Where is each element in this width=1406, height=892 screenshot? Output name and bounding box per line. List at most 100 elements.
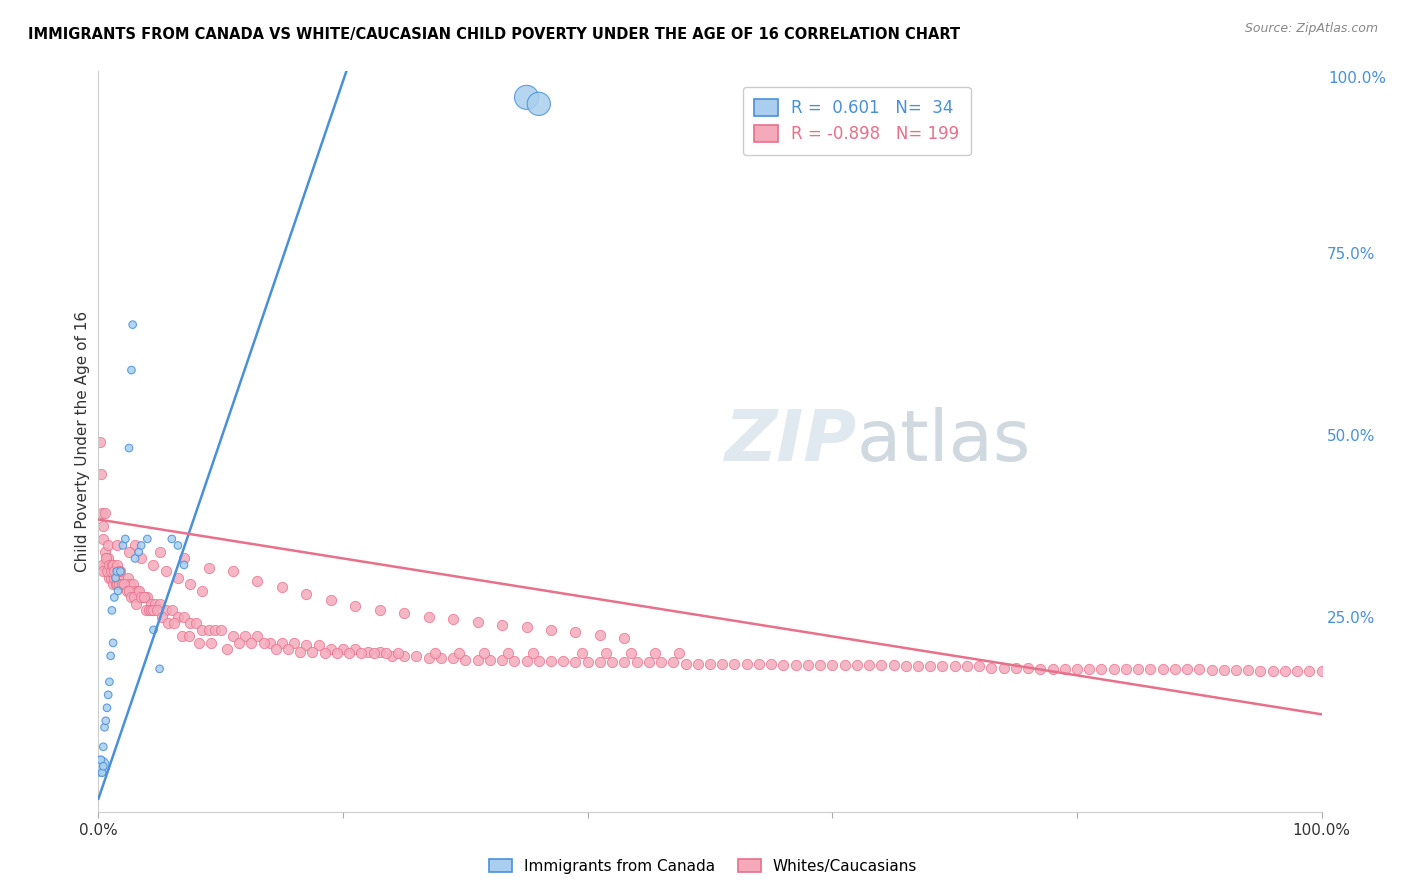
Point <box>150 610 173 624</box>
Point <box>1249 665 1271 679</box>
Point <box>124 583 146 598</box>
Point <box>540 623 562 637</box>
Point <box>1237 663 1260 677</box>
Point <box>142 603 165 617</box>
Point <box>735 657 758 671</box>
Point <box>1128 662 1150 676</box>
Point <box>111 577 134 591</box>
Point <box>173 551 195 566</box>
Point <box>96 565 118 579</box>
Point <box>337 646 360 660</box>
Point <box>264 642 287 657</box>
Point <box>110 565 132 579</box>
Point <box>179 616 201 631</box>
Point <box>101 558 124 572</box>
Point <box>246 629 269 643</box>
Point <box>644 646 666 660</box>
Point <box>240 636 263 650</box>
Point <box>252 636 274 650</box>
Point <box>127 583 149 598</box>
Point <box>118 441 141 455</box>
Point <box>619 646 641 660</box>
Point <box>931 659 953 673</box>
Point <box>98 674 121 689</box>
Point <box>91 558 114 572</box>
Point <box>564 656 586 670</box>
Point <box>120 363 142 377</box>
Point <box>441 651 464 665</box>
Point <box>808 657 831 672</box>
Point <box>204 623 226 637</box>
Point <box>143 597 166 611</box>
Point <box>326 646 349 660</box>
Point <box>308 639 330 653</box>
Point <box>149 597 172 611</box>
Point <box>1188 662 1211 676</box>
Point <box>1201 663 1223 677</box>
Point <box>93 720 115 734</box>
Point <box>129 551 152 566</box>
Point <box>344 642 367 657</box>
Text: Source: ZipAtlas.com: Source: ZipAtlas.com <box>1244 22 1378 36</box>
Point <box>187 636 209 650</box>
Point <box>94 714 117 728</box>
Point <box>124 538 146 552</box>
Point <box>132 591 155 605</box>
Point <box>120 577 142 591</box>
Point <box>319 642 342 657</box>
Point <box>118 545 141 559</box>
Point <box>515 654 537 668</box>
Point <box>1261 665 1284 679</box>
Point <box>907 659 929 673</box>
Point <box>491 617 513 632</box>
Point <box>91 739 114 754</box>
Point <box>467 615 489 629</box>
Point <box>515 90 537 104</box>
Text: atlas: atlas <box>856 407 1031 476</box>
Point <box>98 558 121 572</box>
Point <box>527 96 550 111</box>
Point <box>1004 660 1026 674</box>
Point <box>121 577 143 591</box>
Point <box>115 583 138 598</box>
Point <box>553 654 575 668</box>
Point <box>344 599 367 614</box>
Legend: R =  0.601   N=  34, R = -0.898   N= 199: R = 0.601 N= 34, R = -0.898 N= 199 <box>742 87 970 155</box>
Point <box>423 646 446 660</box>
Point <box>105 538 128 552</box>
Point <box>136 532 159 546</box>
Point <box>1090 662 1112 676</box>
Point <box>295 639 318 653</box>
Point <box>101 565 124 579</box>
Point <box>91 506 114 520</box>
Point <box>1286 665 1309 679</box>
Point <box>1102 662 1125 676</box>
Point <box>160 532 183 546</box>
Point <box>139 597 162 611</box>
Point <box>233 629 256 643</box>
Point <box>392 648 416 663</box>
Point <box>97 688 120 702</box>
Point <box>295 586 318 600</box>
Legend: Immigrants from Canada, Whites/Caucasians: Immigrants from Canada, Whites/Caucasian… <box>482 853 924 880</box>
Point <box>90 753 112 767</box>
Point <box>100 565 122 579</box>
Point <box>668 646 690 660</box>
Point <box>748 657 770 671</box>
Point <box>197 560 219 574</box>
Point <box>894 659 917 673</box>
Point <box>101 558 124 572</box>
Point <box>107 571 129 585</box>
Point <box>1164 662 1187 676</box>
Point <box>967 659 990 673</box>
Point <box>118 583 141 598</box>
Point <box>91 532 114 546</box>
Point <box>149 545 172 559</box>
Point <box>387 646 409 660</box>
Point <box>613 656 636 670</box>
Point <box>392 606 416 620</box>
Point <box>142 623 165 637</box>
Point <box>449 646 471 660</box>
Point <box>103 565 125 579</box>
Y-axis label: Child Poverty Under the Age of 16: Child Poverty Under the Age of 16 <box>75 311 90 572</box>
